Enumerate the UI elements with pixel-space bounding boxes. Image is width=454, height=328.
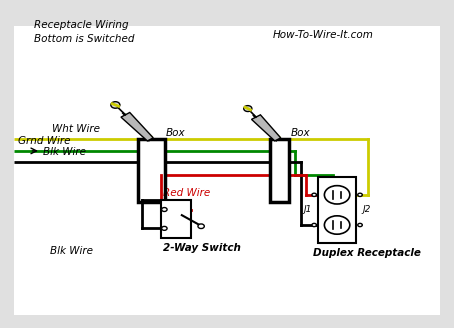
Bar	[270, 139, 289, 202]
Polygon shape	[252, 115, 281, 141]
Text: Blk Wire: Blk Wire	[43, 148, 86, 157]
Bar	[161, 200, 191, 238]
Text: Box: Box	[166, 128, 186, 138]
Circle shape	[324, 186, 350, 204]
Bar	[318, 177, 356, 243]
Text: Duplex Receptacle: Duplex Receptacle	[313, 248, 421, 257]
Circle shape	[312, 223, 316, 227]
Text: Wht Wire: Wht Wire	[52, 125, 100, 134]
Text: Red Wire: Red Wire	[163, 189, 211, 198]
Bar	[138, 139, 165, 202]
Circle shape	[324, 216, 350, 234]
Circle shape	[162, 226, 167, 230]
Text: Box: Box	[291, 128, 310, 138]
Circle shape	[198, 224, 204, 229]
Circle shape	[312, 193, 316, 196]
Circle shape	[244, 106, 252, 112]
Circle shape	[358, 223, 362, 227]
Text: Grnd Wire: Grnd Wire	[18, 136, 71, 146]
Text: How-To-Wire-It.com: How-To-Wire-It.com	[272, 30, 373, 39]
Text: J1: J1	[304, 205, 312, 215]
Polygon shape	[121, 113, 153, 141]
Circle shape	[162, 208, 167, 212]
Text: Receptacle Wiring
Bottom is Switched: Receptacle Wiring Bottom is Switched	[34, 20, 134, 44]
Text: J2: J2	[363, 205, 371, 215]
Text: 2-Way Switch: 2-Way Switch	[163, 243, 242, 253]
Text: Blk Wire: Blk Wire	[50, 246, 93, 256]
Circle shape	[111, 102, 120, 108]
Circle shape	[358, 193, 362, 196]
Bar	[14, 26, 440, 315]
